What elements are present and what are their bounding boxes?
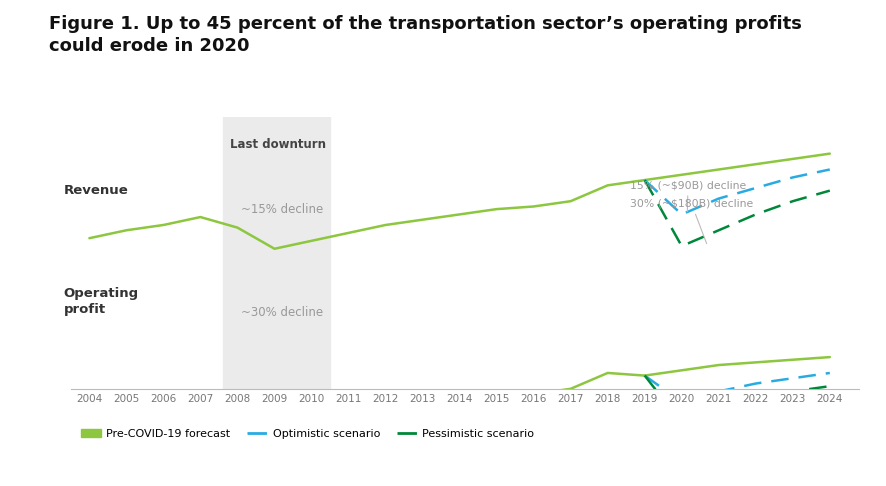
Text: ~45% (~$30B) decline: ~45% (~$30B) decline [0,485,1,486]
Text: ~15% decline: ~15% decline [241,203,323,216]
Bar [222,117,330,389]
Legend: Pre-COVID-19 forecast, Optimistic scenario, Pessimistic scenario: Pre-COVID-19 forecast, Optimistic scenar… [76,424,539,443]
Text: Revenue: Revenue [64,184,128,197]
Text: Operating
profit: Operating profit [64,287,138,316]
Text: ~25% (~$15B) decline: ~25% (~$15B) decline [0,485,1,486]
Text: Figure 1. Up to 45 percent of the transportation sector’s operating profits
coul: Figure 1. Up to 45 percent of the transp… [49,15,802,55]
Text: ~30% decline: ~30% decline [241,306,323,319]
Text: Last downturn: Last downturn [230,138,326,151]
Text: 30% (~$180B) decline: 30% (~$180B) decline [630,199,753,243]
Text: 15% (~$90B) decline: 15% (~$90B) decline [630,180,746,211]
